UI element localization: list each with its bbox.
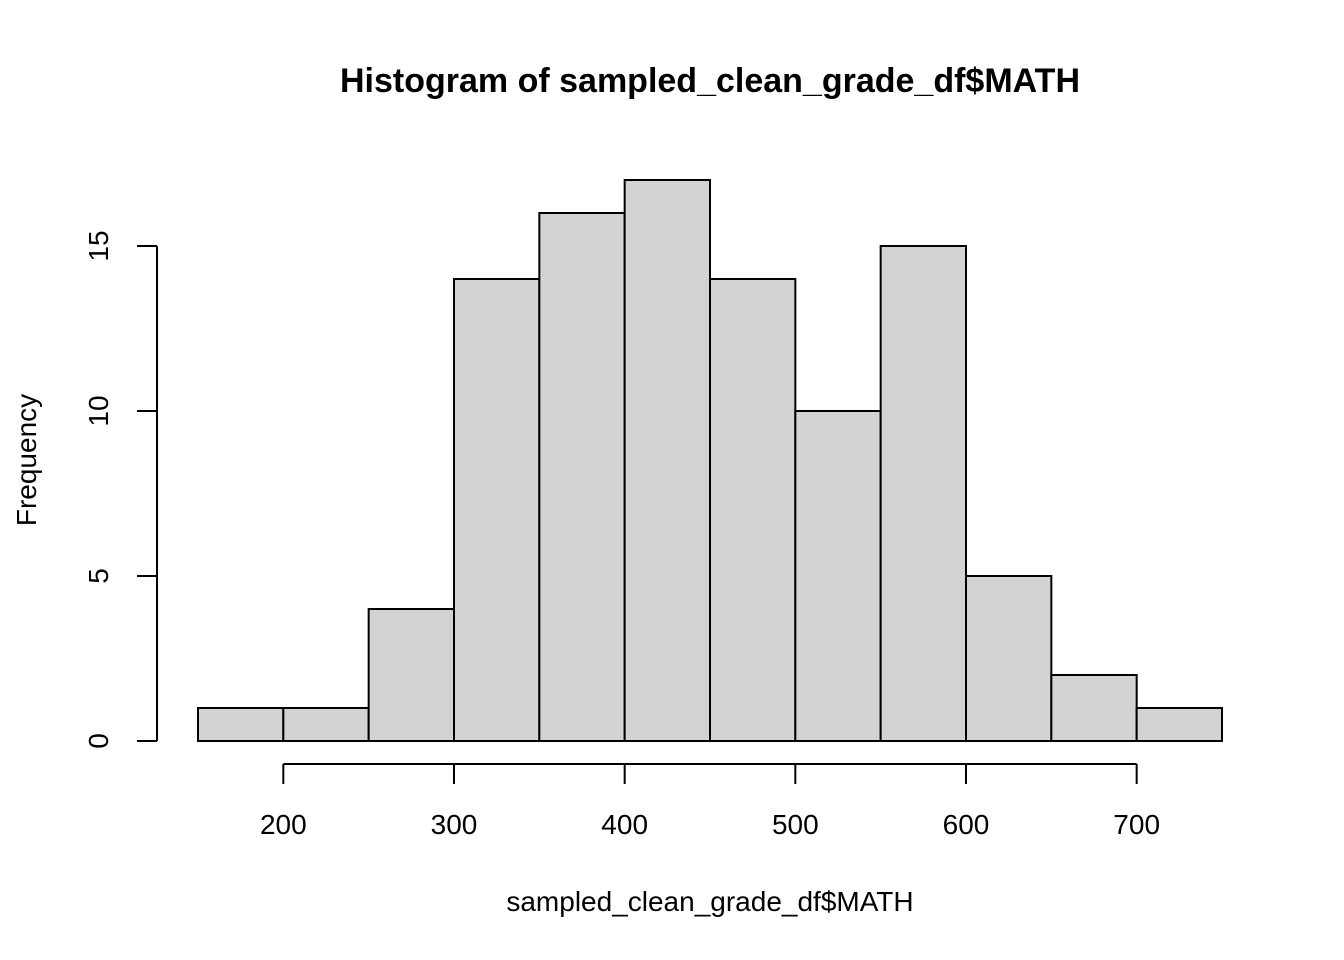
y-axis-title: Frequency [11,394,42,526]
x-tick-label: 200 [260,809,307,840]
y-tick-label: 0 [83,733,114,749]
histogram-bar-12 [1135,707,1223,742]
x-tick-label: 300 [431,809,478,840]
chart-title: Histogram of sampled_clean_grade_df$MATH [340,62,1080,100]
histogram-bar-4 [453,278,541,742]
histogram-bar-6 [623,179,712,742]
x-tick-label: 400 [601,809,648,840]
y-tick-label: 10 [83,395,114,426]
histogram-bar-8 [794,410,882,742]
histogram-bar-2 [282,707,370,742]
histogram-bar-5 [538,212,626,742]
x-tick-label: 700 [1113,809,1160,840]
y-axis: 0 5 10 15 [83,230,158,749]
y-tick-label: 15 [83,230,114,261]
histogram-bar-1 [197,707,285,742]
x-axis: 200 300 400 500 600 700 [260,763,1160,840]
histogram-bar-10 [965,575,1053,742]
y-tick-label: 5 [83,568,114,584]
histogram-bar-11 [1050,674,1138,742]
histogram-bar-3 [367,608,455,742]
histogram-bar-7 [709,278,797,742]
x-tick-label: 600 [943,809,990,840]
x-axis-title: sampled_clean_grade_df$MATH [506,886,913,917]
histogram-bar-9 [879,245,968,742]
x-tick-label: 500 [772,809,819,840]
bars-group [197,179,1223,742]
